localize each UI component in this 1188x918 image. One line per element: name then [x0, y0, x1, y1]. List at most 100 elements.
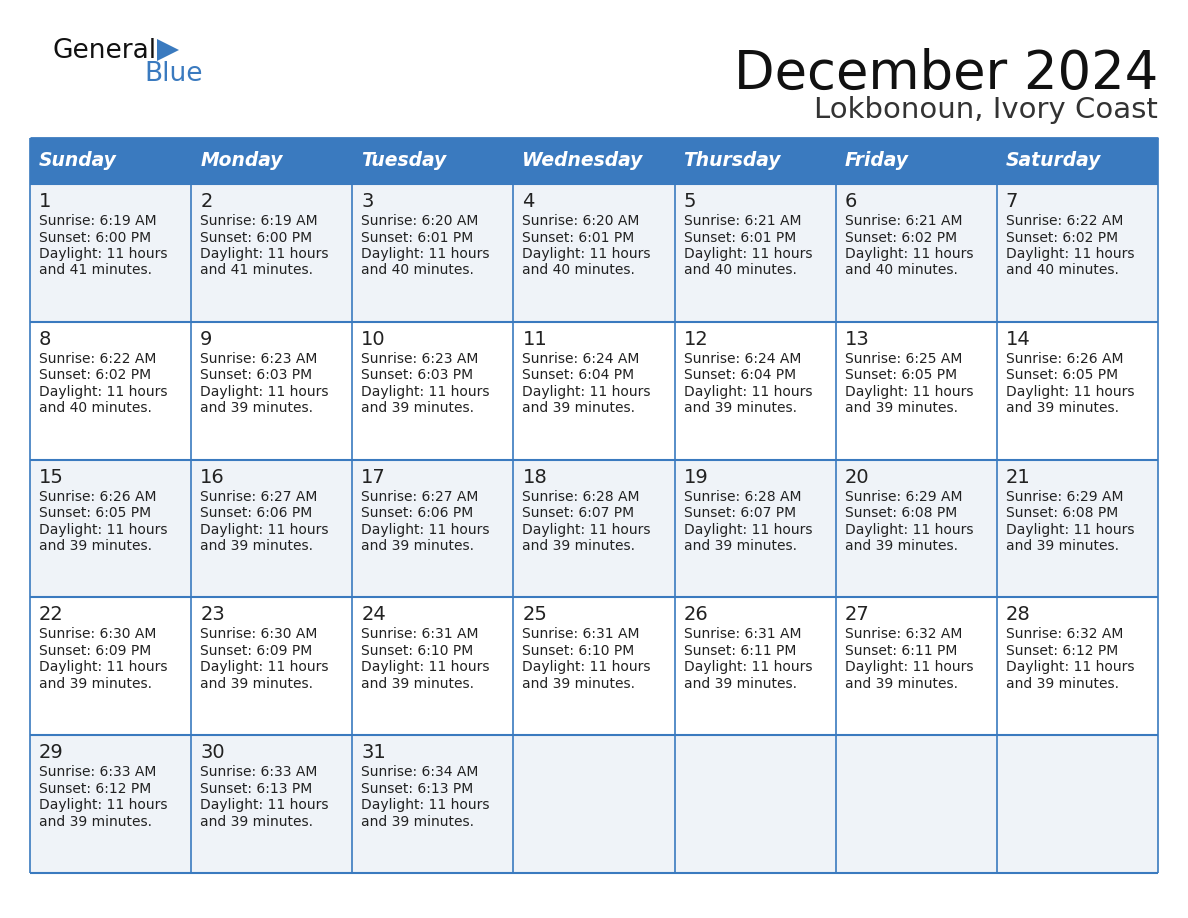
Bar [353, 598, 513, 735]
Bar [513, 735, 675, 873]
Bar [353, 460, 513, 598]
Text: Sunrise: 6:32 AM: Sunrise: 6:32 AM [1006, 627, 1123, 642]
Text: 13: 13 [845, 330, 870, 349]
Text: Daylight: 11 hours: Daylight: 11 hours [845, 385, 973, 398]
Bar [30, 184, 191, 322]
Bar [513, 460, 675, 598]
Bar [30, 598, 191, 735]
Text: Sunset: 6:10 PM: Sunset: 6:10 PM [523, 644, 634, 658]
Text: and 39 minutes.: and 39 minutes. [200, 677, 314, 691]
Bar [997, 735, 1158, 873]
Text: Daylight: 11 hours: Daylight: 11 hours [1006, 660, 1135, 675]
Text: Sunrise: 6:21 AM: Sunrise: 6:21 AM [845, 214, 962, 228]
Text: Sunset: 6:11 PM: Sunset: 6:11 PM [683, 644, 796, 658]
Text: Sunset: 6:08 PM: Sunset: 6:08 PM [845, 506, 958, 521]
Bar [353, 735, 513, 873]
Text: Sunrise: 6:20 AM: Sunrise: 6:20 AM [361, 214, 479, 228]
Text: Daylight: 11 hours: Daylight: 11 hours [523, 385, 651, 398]
Text: 2: 2 [200, 192, 213, 211]
Text: and 39 minutes.: and 39 minutes. [39, 814, 152, 829]
Text: Sunrise: 6:23 AM: Sunrise: 6:23 AM [200, 352, 317, 365]
Text: Sunrise: 6:21 AM: Sunrise: 6:21 AM [683, 214, 801, 228]
Text: Sunset: 6:01 PM: Sunset: 6:01 PM [683, 230, 796, 244]
Text: Daylight: 11 hours: Daylight: 11 hours [39, 247, 168, 261]
Text: Daylight: 11 hours: Daylight: 11 hours [1006, 385, 1135, 398]
Text: Sunset: 6:01 PM: Sunset: 6:01 PM [361, 230, 474, 244]
Bar [997, 138, 1158, 184]
Text: Sunrise: 6:27 AM: Sunrise: 6:27 AM [361, 489, 479, 504]
Bar [191, 735, 353, 873]
Text: 21: 21 [1006, 467, 1031, 487]
Text: Sunrise: 6:31 AM: Sunrise: 6:31 AM [683, 627, 801, 642]
Text: Sunset: 6:04 PM: Sunset: 6:04 PM [523, 368, 634, 382]
Text: Sunset: 6:05 PM: Sunset: 6:05 PM [1006, 368, 1118, 382]
Text: 14: 14 [1006, 330, 1031, 349]
Text: Sunrise: 6:20 AM: Sunrise: 6:20 AM [523, 214, 640, 228]
Bar [30, 735, 191, 873]
Text: Daylight: 11 hours: Daylight: 11 hours [523, 660, 651, 675]
Bar [835, 598, 997, 735]
Text: 7: 7 [1006, 192, 1018, 211]
Text: and 40 minutes.: and 40 minutes. [845, 263, 958, 277]
Text: Sunrise: 6:30 AM: Sunrise: 6:30 AM [39, 627, 157, 642]
Text: Daylight: 11 hours: Daylight: 11 hours [361, 247, 489, 261]
Bar [997, 460, 1158, 598]
Text: Sunrise: 6:24 AM: Sunrise: 6:24 AM [523, 352, 640, 365]
Bar [675, 184, 835, 322]
Text: Saturday: Saturday [1006, 151, 1101, 171]
Bar [30, 138, 191, 184]
Bar [513, 184, 675, 322]
Text: Sunset: 6:07 PM: Sunset: 6:07 PM [523, 506, 634, 521]
Text: 18: 18 [523, 467, 548, 487]
Text: 4: 4 [523, 192, 535, 211]
Text: 30: 30 [200, 744, 225, 762]
Bar [997, 184, 1158, 322]
Text: Sunset: 6:12 PM: Sunset: 6:12 PM [39, 782, 151, 796]
Bar [997, 598, 1158, 735]
Text: 15: 15 [39, 467, 64, 487]
Text: 27: 27 [845, 605, 870, 624]
Text: Daylight: 11 hours: Daylight: 11 hours [200, 385, 329, 398]
Text: Sunset: 6:06 PM: Sunset: 6:06 PM [361, 506, 474, 521]
Text: Daylight: 11 hours: Daylight: 11 hours [683, 522, 813, 537]
Bar [30, 322, 191, 460]
Text: and 40 minutes.: and 40 minutes. [361, 263, 474, 277]
Text: and 39 minutes.: and 39 minutes. [523, 677, 636, 691]
Text: Daylight: 11 hours: Daylight: 11 hours [1006, 522, 1135, 537]
Text: and 39 minutes.: and 39 minutes. [1006, 677, 1119, 691]
Bar [513, 322, 675, 460]
Text: Sunset: 6:02 PM: Sunset: 6:02 PM [39, 368, 151, 382]
Text: 10: 10 [361, 330, 386, 349]
Text: 3: 3 [361, 192, 374, 211]
Text: Sunrise: 6:32 AM: Sunrise: 6:32 AM [845, 627, 962, 642]
Bar [191, 598, 353, 735]
Text: Sunset: 6:06 PM: Sunset: 6:06 PM [200, 506, 312, 521]
Text: and 39 minutes.: and 39 minutes. [523, 401, 636, 415]
Text: Daylight: 11 hours: Daylight: 11 hours [200, 798, 329, 812]
Bar [835, 460, 997, 598]
Text: and 39 minutes.: and 39 minutes. [361, 814, 474, 829]
Text: Sunset: 6:10 PM: Sunset: 6:10 PM [361, 644, 474, 658]
Text: Daylight: 11 hours: Daylight: 11 hours [361, 798, 489, 812]
Bar [30, 460, 191, 598]
Text: Sunrise: 6:29 AM: Sunrise: 6:29 AM [1006, 489, 1124, 504]
Text: Sunrise: 6:29 AM: Sunrise: 6:29 AM [845, 489, 962, 504]
Text: and 39 minutes.: and 39 minutes. [39, 677, 152, 691]
Text: Daylight: 11 hours: Daylight: 11 hours [39, 522, 168, 537]
Bar [835, 184, 997, 322]
Text: and 39 minutes.: and 39 minutes. [523, 539, 636, 554]
Text: Sunset: 6:04 PM: Sunset: 6:04 PM [683, 368, 796, 382]
Text: and 39 minutes.: and 39 minutes. [683, 677, 797, 691]
Text: 12: 12 [683, 330, 708, 349]
Text: and 39 minutes.: and 39 minutes. [200, 401, 314, 415]
Bar [191, 184, 353, 322]
Text: and 39 minutes.: and 39 minutes. [361, 401, 474, 415]
Text: Daylight: 11 hours: Daylight: 11 hours [845, 522, 973, 537]
Text: 25: 25 [523, 605, 548, 624]
Text: and 41 minutes.: and 41 minutes. [39, 263, 152, 277]
Text: Sunrise: 6:26 AM: Sunrise: 6:26 AM [39, 489, 157, 504]
Text: Tuesday: Tuesday [361, 151, 447, 171]
Text: Sunrise: 6:19 AM: Sunrise: 6:19 AM [39, 214, 157, 228]
Text: and 40 minutes.: and 40 minutes. [683, 263, 796, 277]
Text: and 39 minutes.: and 39 minutes. [200, 539, 314, 554]
